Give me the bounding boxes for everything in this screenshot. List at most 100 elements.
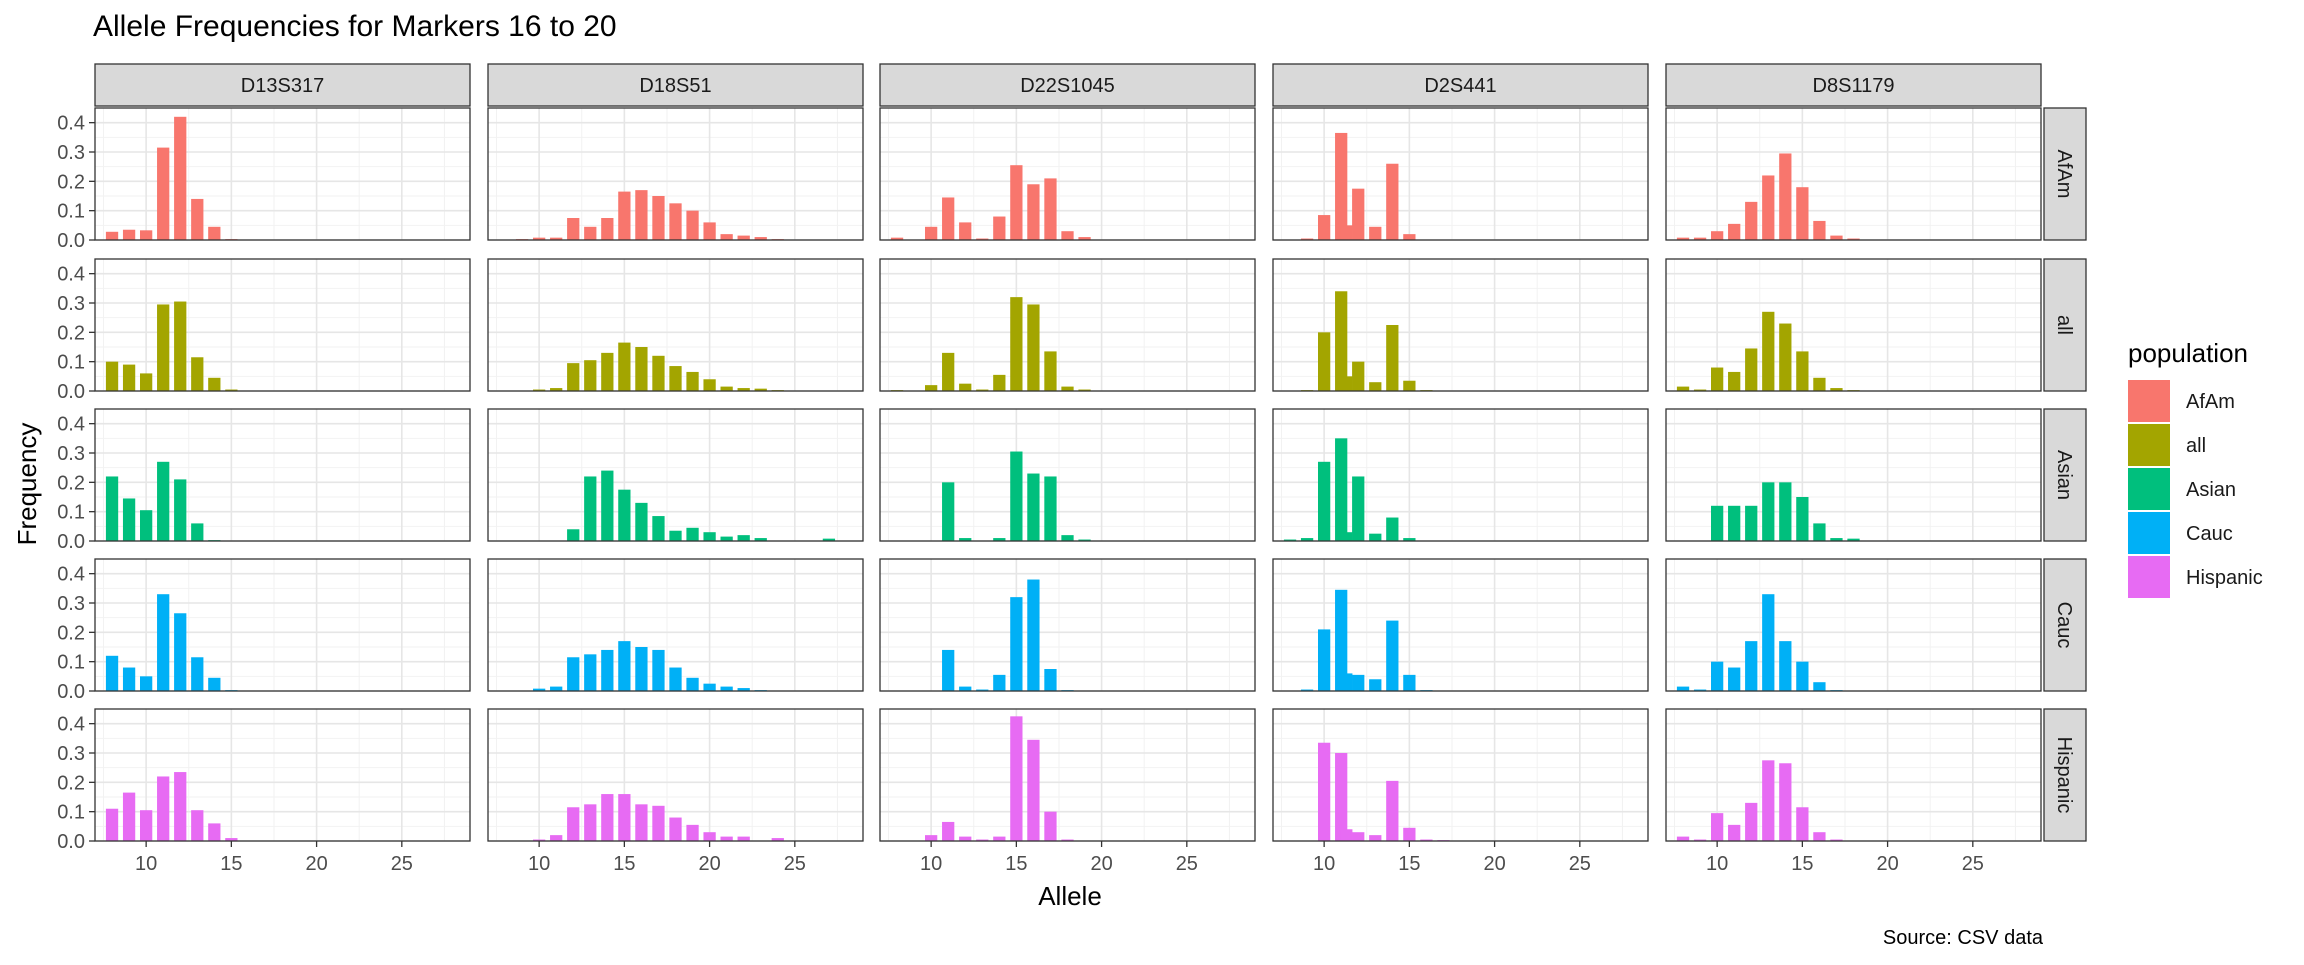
bar-D22S1045-all-15 bbox=[1010, 297, 1023, 391]
legend: population AfAm all Asian Cauc Hispanic bbox=[2128, 338, 2263, 598]
panel-border bbox=[487, 558, 864, 692]
x-tick-label: 25 bbox=[1962, 853, 1984, 875]
panel-border bbox=[1665, 107, 2042, 241]
panel-background bbox=[880, 709, 1255, 841]
bar-D8S1179-Hispanic-12 bbox=[1745, 802, 1758, 841]
panel-D2S441-Hispanic bbox=[1272, 708, 1649, 842]
panel-border bbox=[94, 107, 471, 241]
bar-D8S1179-Cauc-15 bbox=[1796, 661, 1809, 691]
bar-D22S1045-Cauc-15 bbox=[1010, 597, 1023, 691]
panel-D8S1179-Hispanic bbox=[1665, 708, 2042, 842]
chart-title: Allele Frequencies for Markers 16 to 20 bbox=[93, 10, 617, 43]
bar-D13S317-Asian-12 bbox=[174, 479, 187, 541]
bar-D8S1179-all-17 bbox=[1830, 388, 1843, 391]
bar-D2S441-Asian-9 bbox=[1300, 538, 1314, 541]
bar-D18S51-Hispanic-11 bbox=[550, 835, 563, 841]
panel-D8S1179-all bbox=[1665, 258, 2042, 392]
bar-D13S317-Cauc-9 bbox=[122, 667, 136, 691]
bar-D22S1045-Cauc-12 bbox=[959, 686, 972, 691]
panel-D22S1045-AfAm bbox=[879, 107, 1256, 241]
bar-D18S51-all-15 bbox=[618, 342, 631, 391]
legend-key-all bbox=[2128, 424, 2170, 466]
bar-D18S51-all-14 bbox=[601, 352, 614, 391]
y-tick-label: 0.1 bbox=[57, 802, 85, 824]
bar-D8S1179-AfAm-8 bbox=[1676, 237, 1690, 240]
panel-D2S441-all bbox=[1272, 258, 1649, 392]
bar-D2S441-Cauc-12 bbox=[1352, 674, 1365, 691]
bar-D2S441-all-12 bbox=[1352, 361, 1365, 391]
x-tick-label: 15 bbox=[220, 853, 242, 875]
bar-D22S1045-Asian-15 bbox=[1010, 451, 1023, 541]
legend-label-Hispanic: Hispanic bbox=[2186, 567, 2263, 589]
bar-D2S441-Hispanic-10 bbox=[1318, 742, 1331, 841]
x-tick-label: 10 bbox=[1706, 853, 1728, 875]
facet-label-D22S1045: D22S1045 bbox=[1020, 75, 1115, 97]
bar-D13S317-Asian-13 bbox=[191, 523, 204, 541]
panel-border bbox=[94, 708, 471, 842]
bar-D13S317-Hispanic-10 bbox=[140, 810, 153, 841]
bar-D18S51-Asian-23 bbox=[754, 538, 767, 541]
bar-D22S1045-all-18 bbox=[1061, 386, 1074, 391]
x-axis-title: Allele bbox=[1038, 881, 1102, 911]
bar-D8S1179-AfAm-12 bbox=[1745, 201, 1758, 240]
bar-D22S1045-Asian-18 bbox=[1061, 535, 1074, 541]
bar-D22S1045-Asian-16 bbox=[1027, 473, 1040, 541]
bar-D22S1045-Hispanic-14 bbox=[993, 836, 1006, 841]
bar-D18S51-Hispanic-21 bbox=[720, 836, 733, 841]
bar-D18S51-AfAm-18 bbox=[669, 203, 682, 240]
bar-D18S51-AfAm-23 bbox=[754, 237, 767, 240]
bar-D18S51-all-22 bbox=[737, 388, 750, 391]
y-tick-label: 0.3 bbox=[57, 593, 85, 615]
x-tick-label: 10 bbox=[1313, 853, 1335, 875]
panel-border bbox=[94, 558, 471, 692]
bar-D13S317-all-9 bbox=[122, 364, 136, 391]
facet-label-D13S317: D13S317 bbox=[241, 75, 324, 97]
panel-D13S317-AfAm bbox=[94, 107, 471, 241]
y-tick-label: 0.2 bbox=[57, 472, 85, 494]
panel-background bbox=[95, 559, 470, 691]
y-tick-label: 0.0 bbox=[57, 230, 85, 252]
bar-D18S51-Hispanic-22 bbox=[737, 836, 750, 841]
bar-D18S51-all-10 bbox=[533, 389, 546, 391]
bar-D2S441-AfAm-11.3 bbox=[1340, 225, 1353, 240]
bar-D2S441-Asian-11 bbox=[1335, 438, 1348, 541]
bar-D8S1179-Cauc-14 bbox=[1779, 641, 1792, 691]
facet-strip-Asian bbox=[2043, 408, 2087, 542]
legend-key-AfAm bbox=[2128, 380, 2170, 422]
facet-label-D8S1179: D8S1179 bbox=[1813, 75, 1895, 97]
facet-strip-Hispanic bbox=[2043, 708, 2087, 842]
bar-D22S1045-Hispanic-11 bbox=[942, 821, 955, 841]
bar-D2S441-Asian-11.3 bbox=[1340, 532, 1353, 541]
bar-D8S1179-Asian-14 bbox=[1779, 482, 1792, 541]
bar-D22S1045-all-12 bbox=[959, 383, 972, 391]
bar-D22S1045-AfAm-13 bbox=[976, 238, 989, 240]
bar-D2S441-all-10 bbox=[1318, 332, 1331, 391]
bar-D13S317-AfAm-8 bbox=[105, 231, 119, 240]
panel-D18S51-all bbox=[487, 258, 864, 392]
bar-D18S51-all-19 bbox=[686, 371, 699, 391]
bar-D13S317-Hispanic-9 bbox=[122, 792, 136, 841]
panel-border bbox=[879, 558, 1256, 692]
y-tick-label: 0.1 bbox=[57, 502, 85, 524]
bar-D18S51-Asian-21 bbox=[720, 536, 733, 541]
bar-D22S1045-Cauc-11 bbox=[942, 649, 955, 691]
bar-D18S51-Hispanic-18 bbox=[669, 817, 682, 841]
panel-border bbox=[1272, 258, 1649, 392]
bar-D2S441-AfAm-14 bbox=[1386, 163, 1399, 240]
y-tick-label: 0.3 bbox=[57, 142, 85, 164]
bar-D8S1179-AfAm-18 bbox=[1847, 238, 1860, 240]
legend-label-all: all bbox=[2186, 435, 2206, 457]
bar-D8S1179-Cauc-16 bbox=[1813, 682, 1826, 691]
bar-D2S441-Hispanic-16 bbox=[1420, 839, 1433, 841]
panel-border bbox=[1665, 708, 2042, 842]
bar-D8S1179-Hispanic-13 bbox=[1762, 760, 1775, 841]
bar-D13S317-Hispanic-13 bbox=[191, 810, 204, 841]
bar-D2S441-AfAm-13 bbox=[1369, 226, 1382, 240]
bar-D18S51-all-12 bbox=[567, 363, 580, 391]
bar-D18S51-AfAm-12 bbox=[567, 218, 580, 240]
bar-D8S1179-Cauc-9 bbox=[1693, 689, 1707, 691]
bar-D22S1045-AfAm-11 bbox=[942, 197, 955, 240]
bar-D2S441-Cauc-13 bbox=[1369, 679, 1382, 691]
bar-D18S51-Asian-20 bbox=[703, 532, 716, 541]
bar-D8S1179-Hispanic-14 bbox=[1779, 763, 1792, 841]
